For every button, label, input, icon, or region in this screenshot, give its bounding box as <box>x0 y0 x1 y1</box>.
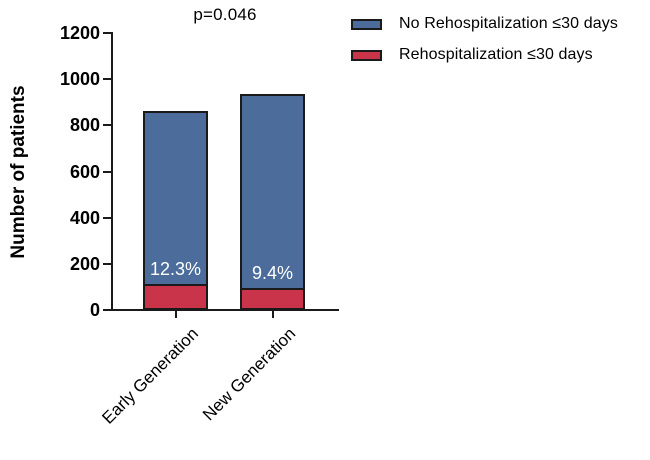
legend-item: Rehospitalization ≤30 days <box>351 46 618 64</box>
legend-swatch <box>351 49 382 61</box>
legend-item-label: Rehospitalization ≤30 days <box>399 46 593 63</box>
percent-label: 9.4% <box>251 262 294 283</box>
legend: No Rehospitalization ≤30 days Rehospitali… <box>351 15 618 77</box>
x-axis-label-early-generation: Early Generation <box>98 324 202 428</box>
y-axis-tick-label: 1000 <box>59 69 100 90</box>
p-value-annotation: p=0.046 <box>193 5 257 24</box>
bar-new-generation: 9.4% <box>240 94 305 310</box>
y-axis-tick-label: 200 <box>69 253 100 274</box>
y-axis-tick <box>103 170 111 173</box>
y-axis-tick <box>103 32 111 34</box>
x-axis-tick <box>271 311 274 318</box>
y-axis-tick <box>103 124 111 127</box>
y-axis-tick-label: 800 <box>69 115 100 136</box>
x-axis-tick <box>174 311 177 318</box>
y-axis-tick-label: 1200 <box>59 23 100 43</box>
y-axis-tick <box>103 78 111 81</box>
percent-label: 12.3% <box>149 258 202 279</box>
y-axis-tick-label: 0 <box>89 300 100 320</box>
legend-swatch <box>351 18 382 30</box>
legend-item-label: No Rehospitalization ≤30 days <box>399 15 618 32</box>
segment-rehospitalization <box>242 287 303 308</box>
y-axis-tick <box>103 262 111 265</box>
x-axis-line <box>111 309 339 311</box>
y-axis-tick-label: 600 <box>69 161 100 182</box>
segment-rehospitalization <box>145 283 206 308</box>
y-axis-tick-label: 400 <box>69 207 100 228</box>
x-axis-label-new-generation: New Generation <box>198 324 299 425</box>
y-axis-line <box>111 32 113 311</box>
y-axis-tick <box>103 309 111 311</box>
bar-early-generation: 12.3% <box>143 111 208 310</box>
legend-item: No Rehospitalization ≤30 days <box>351 15 618 33</box>
y-axis-tick <box>103 216 111 219</box>
